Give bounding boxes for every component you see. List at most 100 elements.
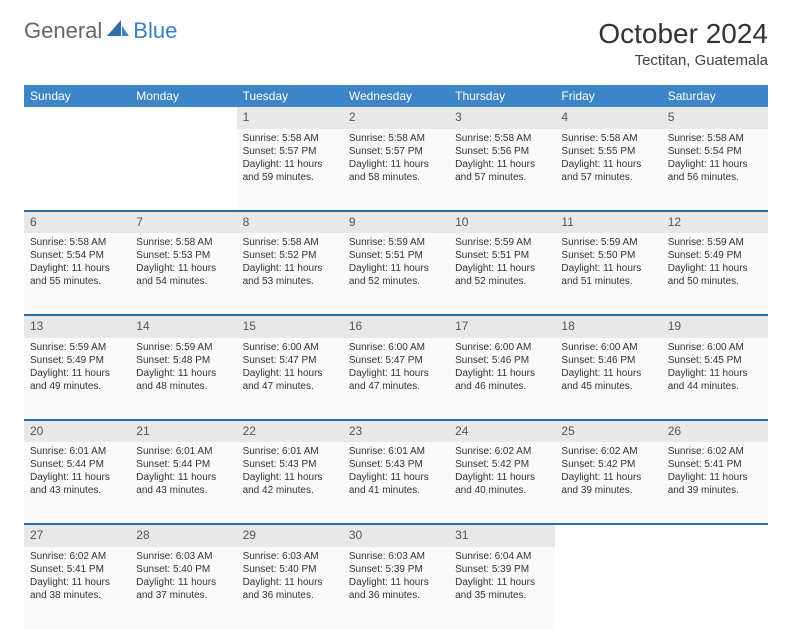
- sunset-text: Sunset: 5:51 PM: [455, 249, 549, 262]
- weekday-header: Thursday: [449, 85, 555, 107]
- calendar-table: SundayMondayTuesdayWednesdayThursdayFrid…: [24, 85, 768, 629]
- empty-cell: [555, 547, 661, 629]
- day-number: 1: [237, 107, 343, 129]
- day-number: 21: [130, 420, 236, 443]
- sunrise-text: Sunrise: 6:00 AM: [668, 341, 762, 354]
- sunrise-text: Sunrise: 6:02 AM: [561, 445, 655, 458]
- day-number: 30: [343, 524, 449, 547]
- day-cell: Sunrise: 5:58 AMSunset: 5:53 PMDaylight:…: [130, 233, 236, 315]
- sunset-text: Sunset: 5:41 PM: [30, 563, 124, 576]
- day-number: 14: [130, 315, 236, 338]
- weekday-header: Friday: [555, 85, 661, 107]
- daylight-text: Daylight: 11 hours: [243, 158, 337, 171]
- sunset-text: Sunset: 5:41 PM: [668, 458, 762, 471]
- sunset-text: Sunset: 5:40 PM: [136, 563, 230, 576]
- sunrise-text: Sunrise: 5:58 AM: [455, 132, 549, 145]
- daylight-text: Daylight: 11 hours: [349, 158, 443, 171]
- sunset-text: Sunset: 5:54 PM: [668, 145, 762, 158]
- day-number: 12: [662, 211, 768, 234]
- sunset-text: Sunset: 5:51 PM: [349, 249, 443, 262]
- day-number: 18: [555, 315, 661, 338]
- calendar-header-row: SundayMondayTuesdayWednesdayThursdayFrid…: [24, 85, 768, 107]
- day-cell: Sunrise: 6:02 AMSunset: 5:42 PMDaylight:…: [555, 442, 661, 524]
- day-cell: Sunrise: 6:02 AMSunset: 5:41 PMDaylight:…: [24, 547, 130, 629]
- day-data-row: Sunrise: 5:58 AMSunset: 5:54 PMDaylight:…: [24, 233, 768, 315]
- day-number: 28: [130, 524, 236, 547]
- sunrise-text: Sunrise: 5:58 AM: [243, 132, 337, 145]
- day-number: 20: [24, 420, 130, 443]
- day-number: 6: [24, 211, 130, 234]
- day-cell: Sunrise: 5:58 AMSunset: 5:57 PMDaylight:…: [237, 129, 343, 211]
- day-number: 8: [237, 211, 343, 234]
- month-title: October 2024: [598, 18, 768, 50]
- sunrise-text: Sunrise: 5:58 AM: [668, 132, 762, 145]
- brand-logo: General Blue: [24, 18, 177, 44]
- daylight-text: and 57 minutes.: [561, 171, 655, 184]
- sunset-text: Sunset: 5:57 PM: [349, 145, 443, 158]
- day-data-row: Sunrise: 5:59 AMSunset: 5:49 PMDaylight:…: [24, 338, 768, 420]
- sunrise-text: Sunrise: 6:00 AM: [349, 341, 443, 354]
- sunrise-text: Sunrise: 5:59 AM: [349, 236, 443, 249]
- daylight-text: Daylight: 11 hours: [243, 262, 337, 275]
- day-number: 29: [237, 524, 343, 547]
- day-cell: Sunrise: 5:58 AMSunset: 5:54 PMDaylight:…: [662, 129, 768, 211]
- sunrise-text: Sunrise: 6:01 AM: [349, 445, 443, 458]
- day-cell: Sunrise: 6:02 AMSunset: 5:42 PMDaylight:…: [449, 442, 555, 524]
- brand-part1: General: [24, 18, 102, 44]
- daylight-text: and 47 minutes.: [349, 380, 443, 393]
- day-number: 26: [662, 420, 768, 443]
- sunset-text: Sunset: 5:47 PM: [349, 354, 443, 367]
- daylight-text: Daylight: 11 hours: [30, 262, 124, 275]
- day-cell: Sunrise: 6:01 AMSunset: 5:44 PMDaylight:…: [130, 442, 236, 524]
- day-number: 27: [24, 524, 130, 547]
- sunrise-text: Sunrise: 5:59 AM: [455, 236, 549, 249]
- day-cell: Sunrise: 6:04 AMSunset: 5:39 PMDaylight:…: [449, 547, 555, 629]
- daylight-text: and 52 minutes.: [455, 275, 549, 288]
- day-cell: Sunrise: 6:00 AMSunset: 5:46 PMDaylight:…: [449, 338, 555, 420]
- sunrise-text: Sunrise: 6:02 AM: [668, 445, 762, 458]
- daylight-text: Daylight: 11 hours: [455, 262, 549, 275]
- daylight-text: and 50 minutes.: [668, 275, 762, 288]
- day-cell: Sunrise: 6:01 AMSunset: 5:43 PMDaylight:…: [237, 442, 343, 524]
- day-number: 23: [343, 420, 449, 443]
- empty-cell: [662, 547, 768, 629]
- empty-cell: [555, 524, 661, 547]
- day-number-row: 12345: [24, 107, 768, 129]
- title-block: October 2024 Tectitan, Guatemala: [598, 18, 768, 69]
- sunrise-text: Sunrise: 6:03 AM: [136, 550, 230, 563]
- daylight-text: Daylight: 11 hours: [349, 471, 443, 484]
- daylight-text: and 59 minutes.: [243, 171, 337, 184]
- daylight-text: and 49 minutes.: [30, 380, 124, 393]
- daylight-text: Daylight: 11 hours: [136, 367, 230, 380]
- sunset-text: Sunset: 5:49 PM: [668, 249, 762, 262]
- sunrise-text: Sunrise: 6:03 AM: [349, 550, 443, 563]
- sunset-text: Sunset: 5:55 PM: [561, 145, 655, 158]
- empty-cell: [662, 524, 768, 547]
- daylight-text: and 53 minutes.: [243, 275, 337, 288]
- weekday-header: Sunday: [24, 85, 130, 107]
- daylight-text: and 55 minutes.: [30, 275, 124, 288]
- day-cell: Sunrise: 5:58 AMSunset: 5:57 PMDaylight:…: [343, 129, 449, 211]
- sunrise-text: Sunrise: 6:00 AM: [455, 341, 549, 354]
- day-cell: Sunrise: 5:59 AMSunset: 5:49 PMDaylight:…: [24, 338, 130, 420]
- daylight-text: and 43 minutes.: [136, 484, 230, 497]
- daylight-text: Daylight: 11 hours: [349, 367, 443, 380]
- day-number: 11: [555, 211, 661, 234]
- daylight-text: Daylight: 11 hours: [668, 158, 762, 171]
- weekday-header: Tuesday: [237, 85, 343, 107]
- daylight-text: Daylight: 11 hours: [136, 471, 230, 484]
- day-data-row: Sunrise: 5:58 AMSunset: 5:57 PMDaylight:…: [24, 129, 768, 211]
- daylight-text: and 44 minutes.: [668, 380, 762, 393]
- sunrise-text: Sunrise: 6:00 AM: [243, 341, 337, 354]
- sunset-text: Sunset: 5:54 PM: [30, 249, 124, 262]
- sunrise-text: Sunrise: 5:59 AM: [668, 236, 762, 249]
- daylight-text: Daylight: 11 hours: [243, 576, 337, 589]
- sunrise-text: Sunrise: 5:58 AM: [136, 236, 230, 249]
- day-number: 9: [343, 211, 449, 234]
- day-cell: Sunrise: 5:59 AMSunset: 5:51 PMDaylight:…: [343, 233, 449, 315]
- daylight-text: and 48 minutes.: [136, 380, 230, 393]
- daylight-text: Daylight: 11 hours: [30, 576, 124, 589]
- page-header: General Blue October 2024 Tectitan, Guat…: [24, 18, 768, 69]
- empty-cell: [24, 129, 130, 211]
- sunrise-text: Sunrise: 5:58 AM: [243, 236, 337, 249]
